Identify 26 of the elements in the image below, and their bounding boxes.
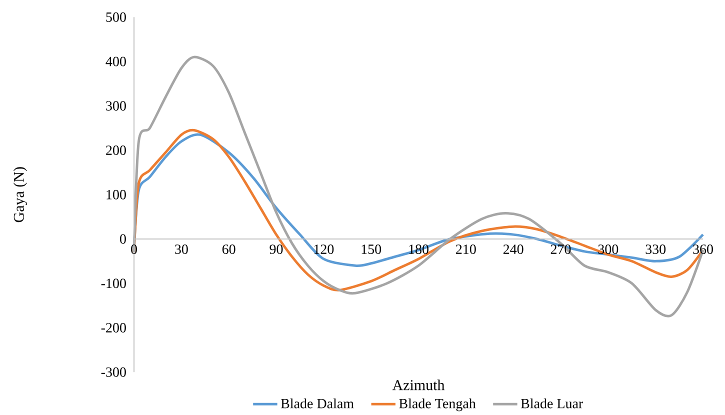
- x-tick-label: 360: [693, 244, 713, 254]
- x-axis-title: Azimuth: [392, 380, 445, 390]
- x-tick-label: 0: [131, 244, 137, 254]
- y-tick-label: -200: [101, 323, 126, 332]
- x-tick-label: 210: [456, 244, 476, 254]
- y-tick-label: 300: [106, 101, 126, 111]
- x-tick-label: 60: [222, 244, 236, 254]
- x-tick-label: 90: [270, 244, 283, 254]
- x-tick-label: 240: [503, 244, 524, 254]
- y-axis-title: Gaya (N): [13, 167, 28, 222]
- legend-label: Blade Luar: [520, 398, 584, 408]
- x-tick-label: 150: [362, 244, 382, 254]
- legend-label: Blade Dalam: [280, 398, 354, 408]
- y-tick-label: 100: [106, 190, 126, 200]
- x-tick-label: 330: [646, 244, 666, 254]
- y-tick-label: 0: [120, 234, 126, 244]
- x-tick-label: 300: [598, 244, 618, 254]
- legend-label: Blade Tengah: [399, 398, 476, 412]
- x-tick-label: 30: [175, 244, 188, 254]
- x-tick-label: 270: [550, 244, 571, 254]
- y-tick-label: 200: [106, 146, 126, 155]
- y-tick-label: -100: [101, 278, 126, 288]
- x-tick-label: 120: [314, 244, 334, 254]
- y-tick-label: 500: [106, 12, 126, 22]
- y-tick-label: 400: [106, 56, 126, 66]
- y-tick-label: -300: [101, 367, 126, 377]
